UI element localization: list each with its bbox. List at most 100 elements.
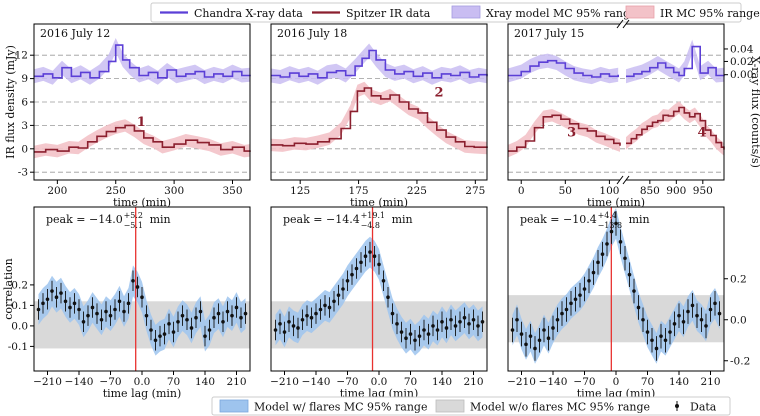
data-point	[623, 256, 627, 261]
data-point	[149, 328, 153, 332]
data-point	[359, 260, 363, 265]
ir-series-line-3	[508, 114, 621, 152]
data-point	[672, 322, 677, 326]
data-point	[462, 315, 467, 320]
data-point	[345, 279, 350, 283]
data-point	[282, 330, 287, 334]
data-point	[510, 328, 515, 332]
panel-title: 2016 July 12	[40, 27, 110, 40]
x-tick-label: −210	[33, 376, 62, 388]
x-axis-label: time (min)	[350, 196, 408, 209]
data-point	[399, 330, 404, 334]
flare-model-band	[38, 265, 246, 356]
data-point	[41, 301, 45, 306]
data-point	[471, 317, 476, 322]
panel-frame-left	[507, 23, 620, 181]
x-tick-label: −210	[270, 376, 299, 388]
data-point	[104, 309, 108, 314]
x-tick-label: 200	[47, 185, 67, 197]
data-point	[99, 317, 104, 322]
x-tick-label: 210	[700, 376, 720, 388]
y-tick-label: -0.2	[730, 355, 750, 367]
x-tick-label: 140	[195, 376, 215, 388]
data-point	[386, 295, 390, 300]
x-tick-label: −140	[65, 376, 94, 388]
ir-y-tick-label: 6	[21, 97, 28, 109]
data-point	[551, 326, 555, 330]
data-point	[278, 322, 282, 326]
data-point	[390, 311, 395, 316]
data-point	[300, 317, 305, 322]
ir-series-line-1	[34, 124, 251, 153]
x-tick-label: 125	[290, 185, 310, 197]
xray-y-tick-label: 0.00	[730, 69, 753, 81]
data-point	[63, 299, 68, 304]
flare-label: 4	[698, 125, 707, 140]
x-tick-label: −140	[539, 376, 568, 388]
ir-y-tick-label: 0	[21, 143, 28, 155]
y-tick-label: 0.0	[11, 320, 28, 332]
ir-band-3	[508, 109, 620, 158]
data-point	[614, 221, 618, 226]
data-point	[560, 311, 564, 316]
ir-y-tick-label: 3	[21, 120, 28, 132]
data-point	[372, 254, 377, 258]
data-point	[221, 320, 225, 324]
data-point	[296, 326, 300, 330]
data-point	[591, 270, 596, 275]
data-point	[350, 272, 354, 277]
data-point	[86, 313, 90, 318]
legend-model-label: Model w/ flares MC 95% range	[254, 401, 427, 414]
data-point	[704, 324, 708, 328]
peak-upper-error: +4.4	[598, 211, 617, 220]
x-tick-label: −70	[99, 376, 121, 388]
xray-y-tick-label: 0.02	[730, 56, 753, 68]
xray-series-line-1	[34, 44, 251, 79]
flare-label: 2	[434, 86, 443, 101]
xray-band-2	[271, 43, 487, 85]
x-tick-label: 350	[222, 185, 242, 197]
data-point	[663, 338, 668, 343]
data-point	[126, 301, 131, 306]
data-point	[198, 309, 203, 314]
data-point	[444, 326, 449, 330]
data-point	[368, 250, 372, 254]
data-point	[453, 324, 458, 328]
data-point	[381, 279, 386, 283]
data-point	[158, 334, 162, 338]
peak-unit: min	[150, 213, 171, 226]
peak-annotation: peak = −14.4	[283, 213, 360, 226]
data-point	[654, 346, 659, 351]
x-axis-label: time (min)	[113, 196, 171, 209]
data-point	[713, 301, 717, 306]
data-point	[618, 240, 623, 244]
legend-model-swatch	[219, 399, 249, 413]
x-tick-label: −70	[336, 376, 358, 388]
data-point	[309, 315, 314, 320]
top-legend-box	[150, 2, 742, 23]
flare-model-band	[275, 236, 483, 356]
data-point	[234, 305, 239, 310]
xray-band-1	[34, 38, 250, 85]
data-point	[636, 305, 641, 310]
legend-xray-band-swatch	[451, 5, 481, 19]
data-point	[569, 301, 573, 306]
data-point	[207, 328, 212, 332]
x-tick-label: −210	[507, 376, 536, 388]
data-point	[167, 322, 171, 326]
data-point	[189, 326, 194, 330]
legend-ir-label: Spitzer IR data	[346, 7, 431, 20]
legend-data-point	[675, 404, 679, 408]
x-tick-label: −70	[573, 376, 595, 388]
data-point	[578, 293, 582, 297]
y-tick-label: 0.2	[11, 279, 28, 291]
data-point	[243, 311, 248, 316]
data-point	[467, 322, 471, 326]
legend-nomodel-label: Model w/o flares MC 95% range	[470, 401, 650, 414]
data-point	[627, 272, 632, 277]
data-point	[605, 242, 609, 246]
x-tick-label: 140	[432, 376, 452, 388]
data-point	[519, 332, 524, 336]
